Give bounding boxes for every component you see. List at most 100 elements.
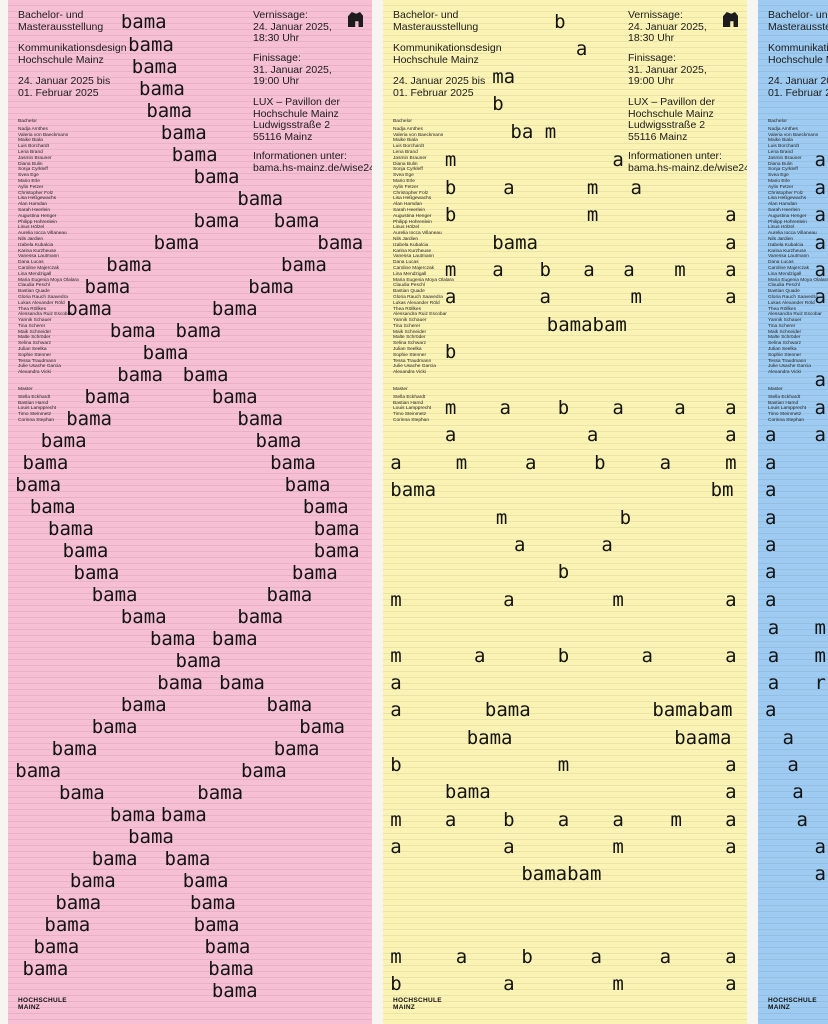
bachelor-name: Maike Biala	[768, 138, 793, 144]
venue-address-line: Ludwigsstraße 2	[253, 119, 331, 131]
bachelor-name: Aylin Fetzer	[768, 184, 794, 190]
participant-list: Bachelor Nadja Amthes Valeria von Baeckman…	[393, 119, 454, 424]
bama-word: bama	[73, 562, 120, 584]
bama-word: bama	[299, 716, 345, 738]
bama-word: bama	[171, 144, 218, 166]
bama-word: a	[455, 946, 468, 968]
bachelor-name: Gloria Rauch Saavedra	[18, 294, 68, 300]
bachelor-name: Dana Lucas	[18, 260, 44, 266]
bama-word: bama	[492, 232, 538, 254]
bachelor-name: Gloria Rauch Saavedra	[393, 294, 443, 300]
bama-word: a	[725, 781, 737, 803]
finissage-info-line: 31. Januar 2025,	[253, 63, 332, 76]
master-name: Bastian Hamd	[18, 400, 49, 406]
info-url-line: Informationen unter:	[628, 150, 722, 162]
bama-word: b	[539, 259, 551, 281]
venue-address-line: Hochschule Mainz	[628, 107, 714, 120]
bama-word: bama	[15, 474, 62, 496]
bama-word: m	[586, 177, 599, 199]
bama-word: bama	[160, 804, 207, 826]
bama-word: bama	[255, 430, 302, 452]
bachelor-name: Valeria von Baeckmann	[18, 132, 69, 138]
bama-word: bama	[40, 430, 87, 452]
exhibition-title-line: Masterausstellung	[393, 20, 479, 33]
bama-word: bama	[317, 232, 364, 254]
bachelor-name: Claudia Peschl	[768, 283, 800, 289]
bama-word: a	[814, 177, 826, 199]
bachelor-name: Philipp Hohrenlein	[18, 219, 57, 225]
bachelor-name: Julian Seelka	[18, 347, 47, 353]
master-label: Master	[18, 387, 33, 393]
bachelor-name: Diana Bulin	[18, 161, 43, 167]
bachelor-name: Karina Kurzheuse	[18, 248, 57, 254]
bama-word: bamabam	[521, 863, 602, 885]
bama-word: b	[554, 11, 566, 33]
bachelor-name: Bastian Quade	[393, 289, 425, 295]
bachelor-name: Sarah Heerlein	[768, 207, 800, 213]
bachelor-name: Claudia Peschl	[393, 283, 425, 289]
bama-word: bama	[240, 760, 287, 782]
hochschule-logo-icon	[723, 12, 738, 27]
info-url-line: bama.hs-mainz.de/wise24	[628, 161, 747, 174]
bachelor-name: Jasmin Brauner	[18, 155, 52, 161]
bama-word: bama	[281, 254, 327, 276]
hochschule-mainz-wordmark: HOCHSCHULE MAINZ	[768, 997, 817, 1011]
bama-word: a	[814, 286, 826, 308]
bachelor-name: Alexandra Vicki	[393, 370, 426, 376]
bachelor-name: Alessandra Ruiz Escobar	[393, 312, 447, 318]
master-name: Stella Eckhardt	[18, 394, 51, 400]
bachelor-name: Julie Usache Garcia	[768, 364, 811, 370]
bama-word: bamabam	[652, 699, 733, 721]
bachelor-name: Lukas Alexander Röld	[768, 300, 815, 306]
bama-word: bama	[84, 386, 131, 408]
bama-word: bama	[208, 958, 254, 980]
department-name-line: Kommunikationsdesign	[18, 42, 127, 54]
bama-word: bamabam	[546, 314, 627, 336]
bachelor-name: Christopher Folz	[768, 190, 804, 196]
bama-word: r	[814, 672, 826, 694]
vernissage-info-line: 18:30 Uhr	[253, 32, 300, 44]
bachelor-name: Augustina Henger	[393, 213, 432, 219]
bachelor-name: Thea Röllkes	[18, 306, 46, 312]
bachelor-name: Aylin Fetzer	[18, 184, 44, 190]
bama-word: a	[725, 204, 737, 226]
bachelor-name: Maik Schneider	[393, 329, 427, 335]
bama-word: bama	[142, 342, 189, 364]
bachelor-name: Luis Borchardt	[768, 144, 799, 150]
bachelor-name: Maik Schneider	[768, 329, 802, 335]
vernissage-info: Vernissage: 24. Januar 2025, 18:30 Uhr	[253, 9, 332, 45]
bachelor-name: Nadja Amthes	[393, 126, 423, 132]
bachelor-name: Lina Mendzigall	[768, 271, 802, 277]
exhibition-title-line: Bachelor- und	[768, 9, 828, 21]
bama-word: b	[557, 397, 570, 419]
bama-word: bama	[58, 782, 105, 804]
bachelor-name: Lisa Heßgewachs	[768, 196, 807, 202]
vernissage-info-line: Vernissage:	[628, 9, 683, 21]
wordmark-line: HOCHSCHULE	[18, 997, 67, 1004]
bama-word: bama	[146, 100, 193, 122]
bama-word: m	[612, 836, 624, 858]
bama-word: bama	[106, 254, 153, 276]
hochschule-mainz-wordmark: HOCHSCHULE MAINZ	[18, 997, 67, 1011]
bama-word: bama	[175, 650, 222, 672]
bachelor-name: Tina Scherer	[768, 323, 796, 329]
bama-word: bama	[157, 672, 203, 694]
bachelor-name: Vanessa Lautmann	[768, 254, 809, 260]
bama-word: bama	[128, 826, 174, 848]
bachelor-name: Aurelia Iocca Villaneau	[18, 231, 67, 237]
bama-word: bama	[313, 518, 360, 540]
bama-word: m	[390, 589, 402, 611]
bama-word: a	[814, 863, 826, 885]
bama-word: bama	[237, 408, 284, 430]
bama-word: b	[390, 754, 402, 776]
bachelor-name: Maike Biala	[393, 138, 418, 144]
master-name: Louis Lampprecht	[393, 406, 432, 412]
bama-word: baama	[674, 727, 732, 749]
bama-word: bama	[284, 474, 331, 496]
bama-word: bama	[153, 232, 200, 254]
bama-word: a	[499, 397, 511, 419]
bachelor-name: Vanessa Lautmann	[393, 254, 434, 260]
bachelor-name: Yannik Schauer	[18, 318, 52, 324]
master-name: Timo Steinmetz	[18, 412, 52, 418]
